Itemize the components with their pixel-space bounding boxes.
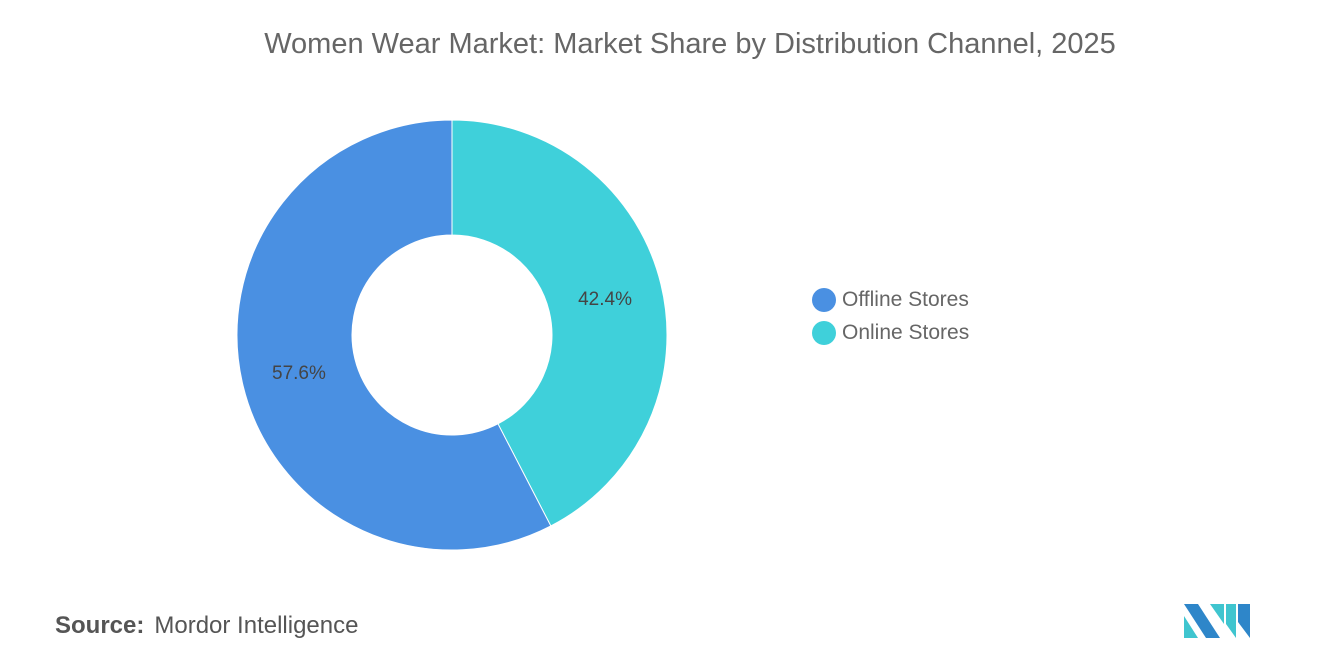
slice-online-stores xyxy=(451,119,668,527)
chart-title: Women Wear Market: Market Share by Distr… xyxy=(264,28,1116,60)
mordor-logo xyxy=(1184,604,1250,638)
data-label: 57.6% xyxy=(272,363,326,384)
data-label: 42.4% xyxy=(578,289,632,310)
source-note: Source: Mordor Intelligence xyxy=(55,612,358,640)
legend-label: Online Stores xyxy=(842,320,970,344)
legend-item: Offline Stores xyxy=(812,283,969,316)
legend: Offline Stores Online Stores xyxy=(812,283,969,349)
source-label: Source: xyxy=(55,612,145,639)
legend-item: Online Stores xyxy=(812,316,969,349)
source-value: Mordor Intelligence xyxy=(154,612,359,639)
legend-swatch xyxy=(812,320,836,345)
legend-label: Offline Stores xyxy=(842,287,969,311)
legend-swatch xyxy=(812,287,836,312)
slice-offline-stores xyxy=(236,119,552,551)
